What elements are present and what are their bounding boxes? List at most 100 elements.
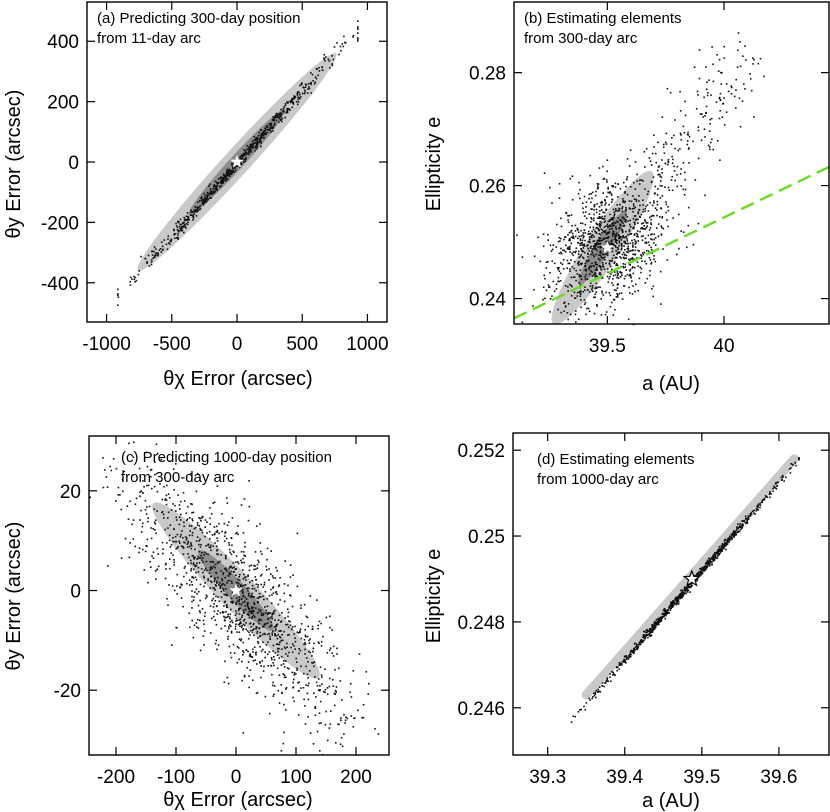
panel-c-sample-point	[259, 631, 261, 634]
panel-c-sample-point	[318, 642, 320, 645]
panel-a-sample-point	[209, 183, 211, 186]
panel-b-sample-point	[599, 254, 602, 257]
panel-b-sample-point	[563, 302, 565, 304]
panel-a-sample-point	[153, 246, 156, 248]
panel-d-sample-point	[660, 616, 663, 619]
panel-b-sample-point	[586, 307, 588, 310]
panel-c-sample-point	[250, 625, 253, 628]
panel-a-sample-point	[275, 114, 278, 117]
panel-c-sample-point	[120, 508, 123, 511]
panel-c-sample-point	[227, 682, 230, 685]
panel-d-sample-point	[638, 641, 641, 644]
panel-d-sample-point	[723, 547, 725, 550]
panel-c-sample-point	[222, 572, 225, 574]
panel-a-sample-point	[264, 132, 266, 134]
panel-d-sample-point	[675, 597, 678, 600]
panel-a-sample-point	[222, 173, 225, 176]
panel-b-sample-point	[577, 231, 580, 233]
panel-c-sample-point	[268, 651, 271, 653]
panel-a-sample-point	[199, 208, 201, 211]
panel-b-sample-point	[673, 134, 675, 137]
panel-b-sample-point	[650, 180, 653, 183]
panel-c-sample-point	[209, 569, 211, 571]
panel-c-sample-point	[260, 573, 263, 576]
panel-c-sample-point	[242, 629, 244, 631]
panel-b-sample-point	[676, 174, 678, 176]
panel-d-sample-point	[737, 530, 739, 532]
panel-a-sample-point	[254, 146, 257, 149]
panel-d-sample-point	[643, 636, 645, 638]
panel-c-sample-point	[325, 710, 327, 713]
panel-a-sample-point	[147, 254, 150, 257]
panel-c-sample-point	[223, 681, 226, 684]
panel-c-sample-point	[156, 547, 159, 550]
panel-c-sample-point	[269, 635, 271, 638]
panel-c-sample-point	[266, 547, 269, 550]
panel-c-sample-point	[167, 527, 169, 529]
panel-b-sample-point	[579, 292, 582, 295]
panel-b-sample-point	[652, 242, 655, 244]
panel-a-sample-point	[309, 82, 312, 85]
panel-c-sample-point	[223, 593, 226, 596]
panel-d-sample-point	[672, 600, 674, 603]
panel-b-sample-point	[624, 210, 627, 212]
panel-b-sample-point	[610, 273, 612, 275]
panel-a-sample-point	[192, 216, 195, 219]
panel-c-sample-point	[251, 606, 253, 608]
panel-a-sample-point	[262, 130, 264, 133]
panel-c-sample-point	[261, 660, 263, 662]
panel-a-sample-point	[183, 231, 185, 234]
panel-b-sample-point	[603, 226, 606, 228]
panel-c-sample-point	[339, 680, 342, 682]
panel-c-sample-point	[314, 676, 316, 678]
panel-c-sample-point	[249, 629, 252, 632]
panel-b-sample-point	[626, 238, 628, 240]
panel-a-sample-point	[206, 191, 209, 194]
panel-d-sample-point	[633, 643, 636, 645]
panel-a-ytick-label: -400	[41, 274, 79, 295]
panel-b-sample-point	[588, 267, 590, 269]
panel-a-sample-point	[343, 35, 345, 38]
panel-d-sample-point	[628, 654, 630, 657]
panel-b-sample-point	[556, 223, 558, 226]
panel-b-sample-point	[598, 239, 601, 242]
panel-c-sample-point	[207, 553, 209, 556]
panel-c-sample-point	[233, 551, 235, 554]
panel-c-sample-point	[284, 676, 287, 678]
panel-c-sample-point	[287, 634, 289, 636]
panel-c-sample-point	[157, 565, 160, 568]
panel-b-sample-point	[567, 234, 569, 236]
panel-d-sample-point	[698, 575, 700, 577]
panel-c-sample-point	[272, 592, 275, 594]
panel-a-sample-point	[329, 67, 331, 69]
panel-b-sample-point	[710, 94, 712, 96]
panel-b-sample-point	[560, 237, 562, 240]
panel-a-sample-point	[279, 113, 281, 116]
panel-c-sample-point	[122, 470, 124, 472]
panel-b-sample-point	[571, 175, 574, 177]
panel-c-sample-point	[226, 524, 229, 527]
panel-b-sample-point	[589, 247, 592, 249]
panel-d-sample-point	[733, 534, 735, 536]
panel-c-sample-point	[258, 618, 261, 620]
panel-d-sample-point	[658, 623, 660, 626]
panel-a-sample-point	[205, 200, 207, 203]
panel-b-sample-point	[624, 275, 627, 277]
panel-b-sample-point	[545, 289, 548, 292]
panel-d-sample-point	[686, 588, 688, 590]
panel-b-sample-point	[622, 256, 625, 259]
panel-b-sample-point	[584, 251, 586, 254]
panel-c-sample-point	[274, 577, 277, 579]
panel-b-sample-point	[648, 244, 651, 246]
panel-c-sample-point	[191, 590, 193, 592]
panel-a-sample-point	[201, 201, 204, 203]
panel-b-sample-point	[590, 217, 592, 219]
panel-c-sample-point	[257, 640, 259, 643]
panel-b-sample-point	[599, 251, 601, 254]
panel-b-sample-point	[599, 234, 602, 236]
panel-b-sample-point	[646, 193, 649, 196]
panel-b-sample-point	[648, 257, 651, 259]
panel-b-sample-point	[562, 249, 564, 251]
panel-c-sample-point	[175, 463, 177, 465]
panel-c-sample-point	[200, 554, 202, 557]
